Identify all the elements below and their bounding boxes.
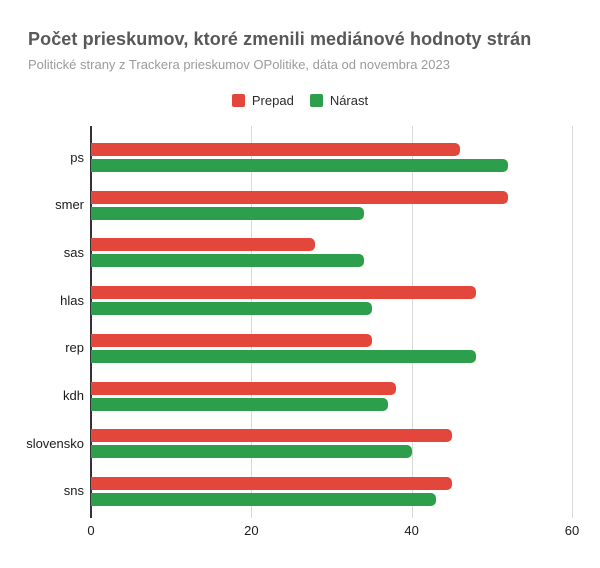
category-label: slovensko	[26, 435, 84, 451]
bar-narast-kdh[interactable]	[91, 397, 388, 411]
bar-prepad-sas[interactable]	[91, 238, 316, 252]
bar-narast-sns[interactable]	[91, 492, 436, 506]
bar-narast-rep[interactable]	[91, 349, 476, 363]
x-tick-label: 40	[404, 523, 419, 538]
gridline	[411, 126, 413, 518]
x-axis-baseline	[90, 126, 92, 518]
bar-prepad-ps[interactable]	[91, 143, 460, 156]
category-label: sns	[63, 483, 84, 499]
category-label: rep	[65, 340, 84, 356]
chart-subtitle: Politické strany z Trackera prieskumov O…	[28, 57, 450, 72]
narast-swatch-icon	[309, 94, 323, 107]
bar-prepad-kdh[interactable]	[91, 381, 396, 395]
gridline	[251, 126, 253, 518]
category-label: hlas	[60, 292, 84, 308]
bar-prepad-hlas[interactable]	[91, 286, 476, 300]
category-label: kdh	[63, 388, 84, 403]
legend-item-prepad[interactable]: Prepad	[231, 93, 294, 108]
category-label: ps	[70, 149, 84, 165]
bar-narast-slovensko[interactable]	[91, 445, 412, 459]
bar-prepad-smer[interactable]	[91, 190, 508, 204]
category-label: smer	[55, 197, 84, 213]
bar-prepad-slovensko[interactable]	[91, 429, 452, 443]
category-label: sas	[63, 244, 84, 260]
x-tick-label: 20	[244, 523, 259, 538]
chart-title: Počet prieskumov, ktoré zmenili mediánov…	[28, 29, 532, 49]
bar-narast-smer[interactable]	[91, 206, 364, 220]
bar-narast-hlas[interactable]	[91, 302, 372, 316]
bar-prepad-sns[interactable]	[91, 476, 452, 490]
x-tick-label: 60	[564, 523, 580, 538]
legend: Prepad Nárast	[0, 93, 600, 108]
legend-item-narast[interactable]: Nárast	[309, 93, 369, 108]
bar-prepad-rep[interactable]	[91, 333, 372, 347]
prepad-swatch-icon	[231, 94, 245, 107]
chart-area: 0 20 40 60 ps smer sas hlas rep kdh slovensko sns	[0, 126, 600, 546]
x-tick-label: 0	[87, 523, 95, 538]
legend-label-prepad: Prepad	[251, 93, 294, 108]
bar-narast-sas[interactable]	[91, 254, 364, 268]
gridline	[572, 126, 573, 518]
bar-narast-ps[interactable]	[91, 159, 508, 172]
legend-label-narast: Nárast	[329, 93, 369, 108]
